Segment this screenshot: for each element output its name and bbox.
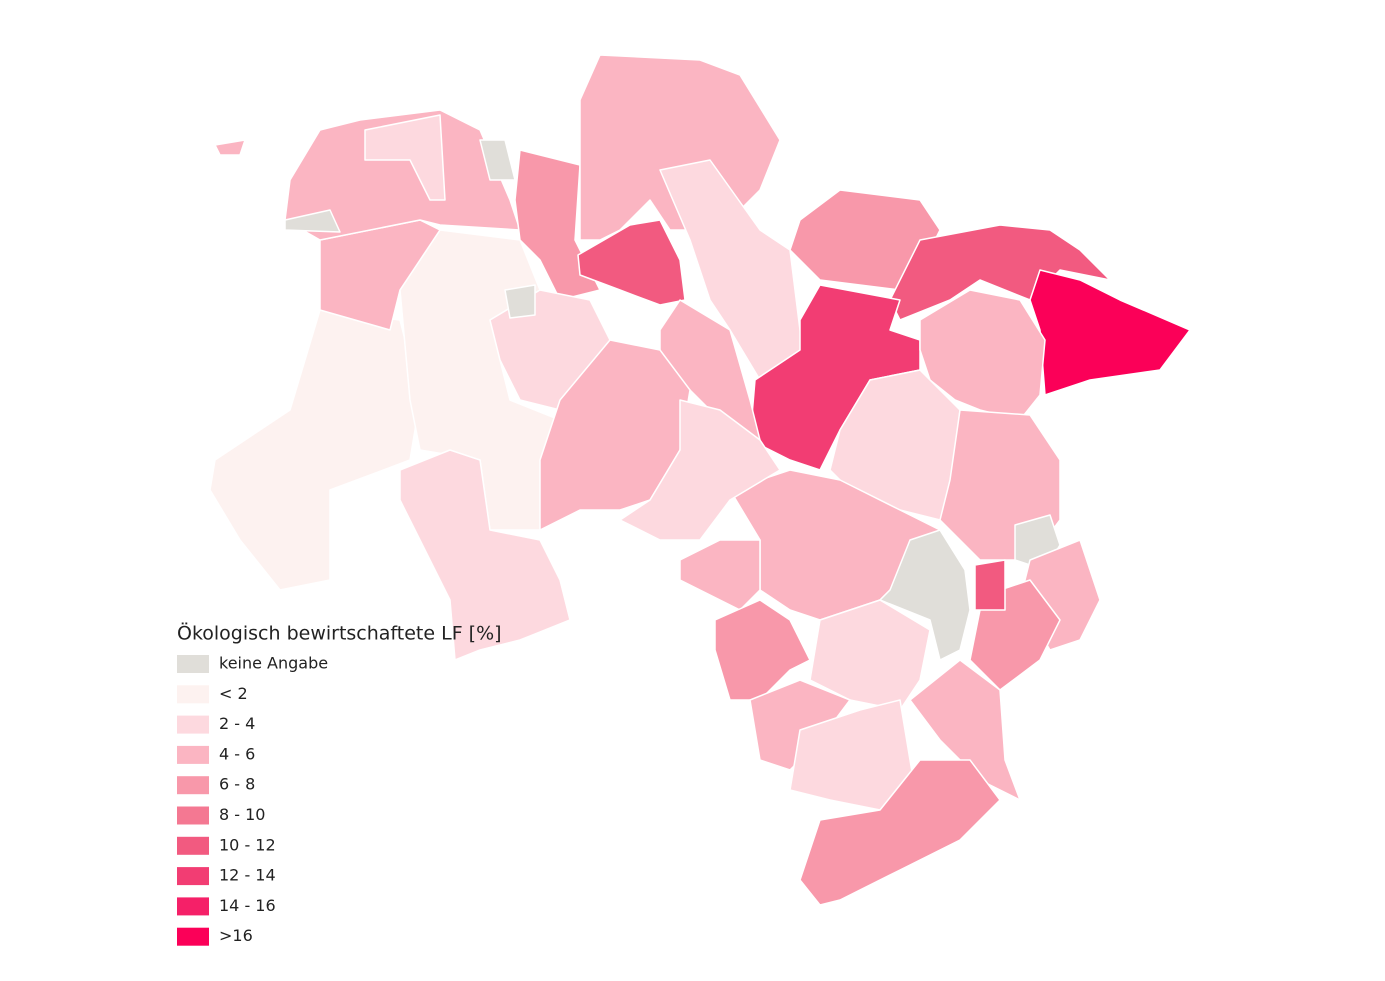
region xyxy=(214,139,246,156)
legend-swatch xyxy=(177,655,209,673)
region xyxy=(284,109,521,241)
region xyxy=(619,399,781,541)
region xyxy=(974,559,1006,611)
region xyxy=(284,209,341,233)
legend-label: 12 - 14 xyxy=(219,866,276,885)
legend-label: 6 - 8 xyxy=(219,775,255,794)
region xyxy=(909,659,1021,801)
region xyxy=(829,369,961,521)
legend-label: keine Angabe xyxy=(219,654,328,673)
region xyxy=(209,309,421,591)
legend-label: 10 - 12 xyxy=(219,835,276,854)
legend-label: 8 - 10 xyxy=(219,805,265,824)
region xyxy=(364,114,446,201)
region xyxy=(749,284,921,471)
legend-swatch xyxy=(177,867,209,886)
legend: keine Angabe < 2 2 - 4 4 - 6 6 - 8 8 - 10 10 -… xyxy=(177,654,328,946)
legend-label: 2 - 4 xyxy=(219,714,255,733)
legend-swatch xyxy=(177,897,209,916)
legend-label: >16 xyxy=(219,926,253,945)
legend-swatch xyxy=(177,806,209,825)
region xyxy=(1029,269,1191,396)
legend-swatch xyxy=(177,836,209,855)
map xyxy=(209,54,1191,906)
legend-label: 4 - 6 xyxy=(219,744,255,763)
legend-swatch xyxy=(177,745,209,764)
legend-swatch xyxy=(177,927,209,946)
region xyxy=(577,219,686,306)
legend-swatch xyxy=(177,685,209,704)
region xyxy=(479,139,516,181)
region xyxy=(399,449,571,661)
region xyxy=(799,759,1001,906)
legend-title: Ökologisch bewirtschaftete LF [%] xyxy=(177,622,502,645)
legend-swatch xyxy=(177,776,209,795)
region xyxy=(809,599,931,711)
legend-swatch xyxy=(177,715,209,734)
region xyxy=(714,599,811,701)
legend-label: < 2 xyxy=(219,684,248,703)
region xyxy=(879,529,971,661)
region xyxy=(679,539,761,611)
legend-label: 14 - 16 xyxy=(219,896,276,915)
region xyxy=(504,284,536,319)
